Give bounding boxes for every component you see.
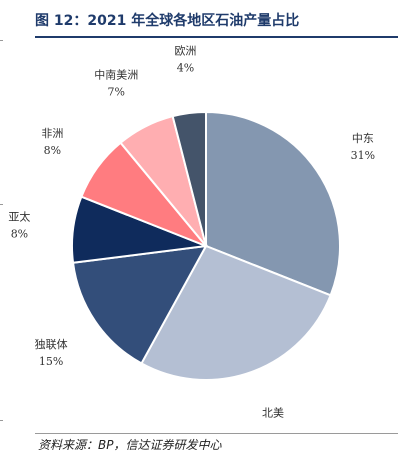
slice-name-label: 中东: [352, 132, 374, 145]
slice-name-label: 中南美洲: [94, 69, 138, 82]
slice-value-label: 4%: [177, 61, 194, 74]
slice-name-label: 北美: [262, 406, 284, 419]
edge-marker: [0, 40, 3, 41]
pie-slice-2: [140, 244, 332, 381]
title-divider: [35, 36, 398, 38]
pie-chart: 中东 31% 北美 27% 独联体 15% 亚太 8% 非洲 8% 中南美洲 7% 欧洲 4%: [8, 44, 375, 436]
edge-marker: [0, 420, 3, 421]
slice-value-label: 7%: [108, 86, 125, 99]
slice-value-label: 8%: [44, 144, 61, 157]
pie-slice-3: [71, 244, 208, 365]
slice-name-label: 非洲: [41, 127, 63, 140]
slice-name-label: 亚太: [8, 210, 30, 223]
edge-marker: [0, 204, 3, 205]
slice-value-label: 31%: [351, 149, 375, 162]
slice-value-label: 15%: [39, 355, 63, 368]
pie-slice-1: [205, 110, 341, 297]
source-note: 资料来源：BP，信达证券研发中心: [38, 438, 222, 452]
pie-slice-7: [171, 110, 207, 247]
slice-name-label: 欧洲: [174, 44, 196, 57]
source-divider: [35, 433, 398, 434]
slice-value-label: 8%: [11, 227, 28, 240]
chart-title: 图 12：2021 年全球各地区石油产量占比: [35, 13, 300, 29]
slice-name-label: 独联体: [35, 337, 68, 351]
pie-chart-area: 中东 31% 北美 27% 独联体 15% 亚太 8% 非洲 8% 中南美洲 7% 欧洲 4%: [0, 40, 403, 436]
slice-value-label: 27%: [261, 423, 285, 425]
